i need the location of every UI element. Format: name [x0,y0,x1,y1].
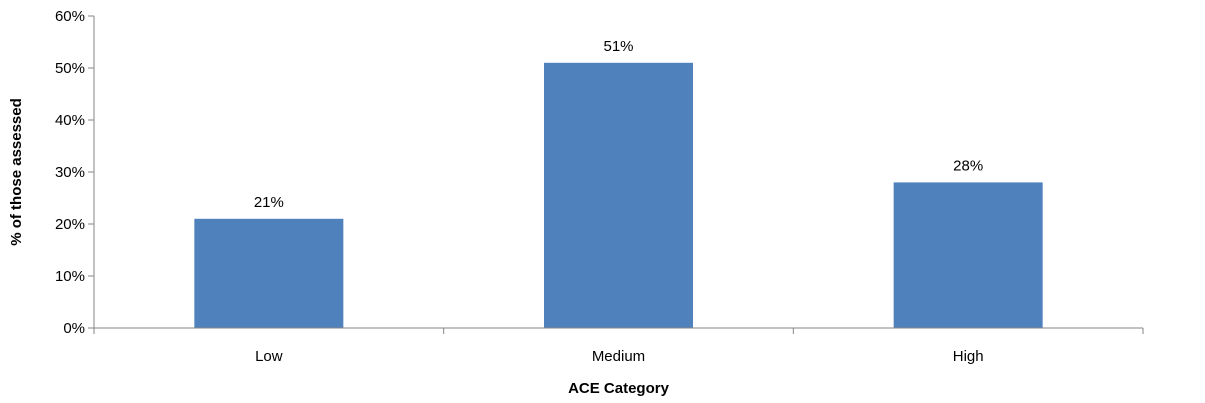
data-label: 28% [953,157,983,174]
x-axis-title: ACE Category [568,380,670,397]
bars-group [194,62,1043,329]
bar-high [893,182,1043,328]
y-tick-label: 0% [63,320,85,337]
data-labels-group: 21% 51% 28% [254,38,983,211]
y-tick-label: 60% [55,8,85,25]
y-axis-ticks: 0% 10% 20% 30% 40% 50% 60% [55,8,94,337]
x-tick-label: High [953,348,984,365]
y-tick-label: 30% [55,164,85,181]
x-tick-label: Low [255,348,283,365]
x-axis-ticks: Low Medium High [93,328,1144,365]
y-tick-label: 10% [55,268,85,285]
bar-low [194,218,344,328]
bar-medium [544,62,693,329]
data-label: 21% [254,194,284,211]
y-tick-label: 20% [55,216,85,233]
y-axis-title: % of those assessed [8,98,25,246]
y-tick-label: 40% [55,112,85,129]
data-label: 51% [603,38,633,55]
x-tick-label: Medium [592,348,645,365]
y-tick-label: 50% [55,60,85,77]
